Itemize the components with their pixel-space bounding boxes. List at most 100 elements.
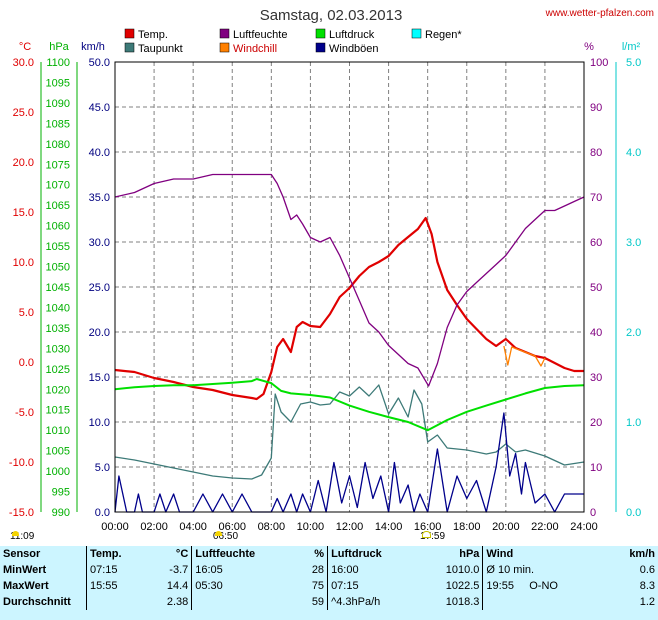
wind-axis-unit: km/h <box>81 41 105 53</box>
wind-tick-label: 25.0 <box>89 282 110 294</box>
stats-hum-time <box>191 594 298 610</box>
legend-label: Luftdruck <box>329 29 375 41</box>
pressure-tick-label: 1090 <box>46 98 70 110</box>
stats-row-avg: Durchschnitt 2.38 59 ^4.3hPa/h 1018.3 1.… <box>0 594 658 610</box>
pressure-tick-label: 1055 <box>46 241 70 253</box>
stats-hum-time: 05:30 <box>191 578 298 594</box>
legend-label: Taupunkt <box>138 43 183 55</box>
stats-header-temp-unit: °C <box>175 548 189 560</box>
pressure-axis-unit: hPa <box>49 41 69 53</box>
legend-swatch <box>411 28 422 39</box>
stats-wind-time: Ø 10 min. <box>482 562 608 578</box>
wind-tick-label: 50.0 <box>89 57 110 69</box>
stats-pres-time: 16:00 <box>327 562 419 578</box>
series <box>114 173 585 513</box>
stats-pres-value: 1010.0 <box>445 564 480 576</box>
pressure-tick-label: 1075 <box>46 159 70 171</box>
rain-tick-label: 0.0 <box>626 507 641 519</box>
chart-title: Samstag, 02.03.2013 <box>260 7 403 24</box>
pressure-tick-label: 1040 <box>46 302 70 314</box>
pressure-tick-label: 1085 <box>46 118 70 130</box>
pressure-tick-label: 990 <box>52 507 70 519</box>
stats-wind-time <box>482 594 608 610</box>
stats-wind-value: 8.3 <box>639 580 655 592</box>
stats-pres-value: 1018.3 <box>445 596 480 608</box>
x-tick-label: 24:00 <box>570 521 598 533</box>
stats-header-row: Sensor Temp. °C Luftfeuchte % Luftdruck … <box>0 546 658 562</box>
pressure-tick-label: 1000 <box>46 466 70 478</box>
rain-axis-unit: l/m² <box>622 41 641 53</box>
site-url[interactable]: www.wetter-pfalzen.com <box>545 8 654 19</box>
stats-temp-time: 07:15 <box>86 562 148 578</box>
wind-tick-label: 30.0 <box>89 237 110 249</box>
humidity-tick-label: 60 <box>590 237 602 249</box>
x-tick-label: 14:00 <box>375 521 403 533</box>
sunrise-marker: 06:50 <box>213 531 239 542</box>
x-tick-label: 08:00 <box>258 521 286 533</box>
stats-temp-value: 2.38 <box>166 596 189 608</box>
stats-panel: Sensor Temp. °C Luftfeuchte % Luftdruck … <box>0 546 658 620</box>
humidity-tick-label: 30 <box>590 372 602 384</box>
grid <box>115 62 584 512</box>
rain-tick-label: 3.0 <box>626 237 641 249</box>
wind-tick-label: 45.0 <box>89 102 110 114</box>
humidity-tick-label: 90 <box>590 102 602 114</box>
sunset-icon <box>422 531 431 538</box>
legend-label: Temp. <box>138 29 168 41</box>
stats-label: MaxWert <box>3 580 49 592</box>
series-line-temp <box>114 216 584 401</box>
humidity-tick-label: 10 <box>590 462 602 474</box>
stats-wind-time: 19:55 O-NO <box>482 578 608 594</box>
pressure-tick-label: 1070 <box>46 180 70 192</box>
legend-swatch <box>315 42 326 53</box>
legend-label: Windchill <box>233 43 277 55</box>
wind-tick-label: 40.0 <box>89 147 110 159</box>
wind-tick-label: 35.0 <box>89 192 110 204</box>
stats-hum-value: 75 <box>311 580 325 592</box>
wind-tick-label: 20.0 <box>89 327 110 339</box>
pressure-tick-label: 1060 <box>46 221 70 233</box>
x-tick-label: 18:00 <box>453 521 481 533</box>
stats-wind-direction: O-NO <box>529 580 558 592</box>
stats-hum-value: 59 <box>311 596 325 608</box>
series-line-luftfeuchte <box>114 173 585 387</box>
x-tick-label: 10:00 <box>297 521 325 533</box>
sunrise-icon <box>215 531 222 536</box>
legend-label: Regen* <box>425 29 462 41</box>
rain-tick-label: 1.0 <box>626 417 641 429</box>
stats-row-max: MaxWert 15:55 14.4 05:30 75 07:15 1022.5… <box>0 578 658 594</box>
stats-pres-time: ^4.3hPa/h <box>327 594 419 610</box>
stats-label: MinWert <box>3 564 47 576</box>
stats-pres-value: 1022.5 <box>445 580 480 592</box>
series-line-windchill <box>503 345 546 367</box>
legend-swatch <box>124 28 135 39</box>
pressure-tick-label: 995 <box>52 487 70 499</box>
x-tick-label: 16:00 <box>414 521 442 533</box>
stats-header-wind-unit: km/h <box>629 548 655 560</box>
temp-tick-label: 0.0 <box>19 357 34 369</box>
stats-header-pressure: Luftdruck <box>327 546 419 562</box>
pressure-tick-label: 1050 <box>46 262 70 274</box>
temp-tick-label: 25.0 <box>13 107 34 119</box>
humidity-tick-label: 0 <box>590 507 596 519</box>
stats-row-min: MinWert 07:15 -3.7 16:05 28 16:00 1010.0… <box>0 562 658 578</box>
temp-tick-label: 15.0 <box>13 207 34 219</box>
stats-header-wind: Wind <box>482 546 608 562</box>
temp-tick-label: -15.0 <box>9 507 34 519</box>
weather-chart: Samstag, 02.03.2013 www.wetter-pfalzen.c… <box>9 7 654 533</box>
stats-header-pressure-unit: hPa <box>459 548 480 560</box>
wind-tick-label: 10.0 <box>89 417 110 429</box>
pressure-tick-label: 1020 <box>46 384 70 396</box>
stats-header-sensor: Sensor <box>3 548 41 560</box>
stats-table: Sensor Temp. °C Luftfeuchte % Luftdruck … <box>0 546 658 610</box>
x-tick-label: 02:00 <box>140 521 168 533</box>
temp-tick-label: 10.0 <box>13 257 34 269</box>
wind-tick-label: 5.0 <box>95 462 110 474</box>
series-line-taupunkt <box>114 384 585 480</box>
temp-tick-label: -5.0 <box>15 407 34 419</box>
humidity-tick-label: 20 <box>590 417 602 429</box>
x-tick-label: 22:00 <box>531 521 559 533</box>
rain-tick-label: 2.0 <box>626 327 641 339</box>
rain-tick-label: 4.0 <box>626 147 641 159</box>
humidity-tick-label: 80 <box>590 147 602 159</box>
